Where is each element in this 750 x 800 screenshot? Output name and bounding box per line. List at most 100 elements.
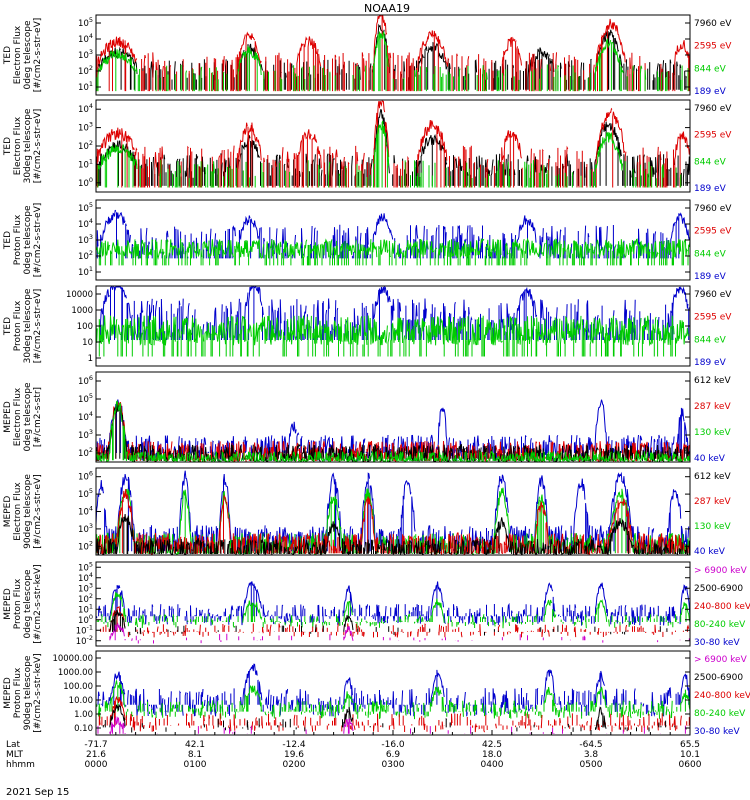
legend-entry: 240-800 keV <box>694 691 750 701</box>
y-axis-label-line: 0deg telescope <box>23 205 33 275</box>
series-trace-ted-proton-0-1 <box>95 237 691 266</box>
y-tick-label: 103 <box>78 522 93 535</box>
legend-entry: 80-240 keV <box>694 620 746 630</box>
y-axis-label-line: Electron Flux <box>13 482 23 541</box>
y-tick-label: 102 <box>78 139 93 152</box>
y-axis-label-line: MEPED <box>3 677 13 709</box>
y-tick-label: 10000.00 <box>52 654 93 664</box>
panel-ted-proton-30: 1 10 100 1000 10000 TED Proton Flux 30deg teles… <box>3 285 732 368</box>
x-row-label-lat: Lat <box>6 740 21 750</box>
x-row-value: -64.5 <box>579 740 602 750</box>
series-trace-meped-proton-0-1 <box>95 592 691 629</box>
y-axis-label-line: 30deg telescope <box>23 108 33 183</box>
x-row-value: 0000 <box>85 760 108 770</box>
y-tick-label: 1 <box>88 354 93 364</box>
y-axis-label-line: MEPED <box>3 588 13 620</box>
legend-entry: 7960 eV <box>694 104 732 114</box>
y-tick-label: 101 <box>78 602 93 615</box>
figure-title: NOAA19 <box>364 2 410 15</box>
x-row-value: 10.1 <box>680 750 700 760</box>
panel-ted-electron-0: 101 102 103 104 105 TED Electron Flux 0deg tele… <box>3 14 732 97</box>
y-tick-label: 102 <box>78 446 93 459</box>
y-tick-label: 1.00 <box>74 710 93 720</box>
x-axis-rows: Lat -71.7 42.1 -12.4 -16.0 42.5 -64.5 65.5 MLT 21… <box>6 730 702 770</box>
x-row-value: 65.5 <box>680 740 700 750</box>
y-tick-label: 104 <box>78 217 93 230</box>
y-tick-label: 1000.00 <box>58 668 93 678</box>
y-axis-label-line: [#/cm2-s-str] <box>33 387 43 447</box>
y-tick-label: 104 <box>78 32 93 45</box>
y-tick-label: 103 <box>78 48 93 61</box>
y-tick-label: 100 <box>78 176 93 189</box>
y-axis-label-line: 30deg telescope <box>23 288 33 363</box>
x-row-value: 8.1 <box>188 750 202 760</box>
panel-meped-proton-90: 0.10 1.00 10.00 100.00 1000.00 10000.00 MEPED P… <box>3 650 750 737</box>
legend-entry: 2500-6900 <box>694 673 743 683</box>
x-row-label-mlt: MLT <box>6 750 24 760</box>
x-row-value: 0400 <box>481 760 504 770</box>
y-tick-label: 106 <box>78 470 93 483</box>
y-tick-label: 101 <box>78 265 93 278</box>
series-trace-meped-proton-0-4 <box>109 622 690 644</box>
y-axis-label-line: MEPED <box>3 496 13 528</box>
y-axis-label-line: 0deg telescope <box>23 20 33 90</box>
y-axis-label-line: Proton Flux <box>13 667 23 718</box>
y-tick-label: 0.10 <box>74 724 93 734</box>
legend-entry: 189 eV <box>694 87 727 97</box>
y-tick-label: 103 <box>78 121 93 134</box>
y-tick-label: 10-1 <box>76 623 93 636</box>
legend-entry: 189 eV <box>694 272 727 282</box>
x-row-value: 21.6 <box>86 750 106 760</box>
y-tick-label: 100.00 <box>63 682 93 692</box>
y-axis-label-line: [#/cm2-s-str-eV] <box>33 109 43 184</box>
y-axis-label-line: [#/cm2-s-str-eV] <box>33 18 43 93</box>
y-axis-label-line: [#/cm2-s-str-eV] <box>33 289 43 364</box>
y-axis-label-line: TED <box>3 231 13 250</box>
legend-entry: 2500-6900 <box>694 584 743 594</box>
legend-entry: 130 keV <box>694 428 731 438</box>
y-axis-label-line: Proton Flux <box>13 578 23 629</box>
series-trace-meped-electron-90-3 <box>95 513 691 556</box>
legend-entry: 844 eV <box>694 335 727 345</box>
x-row-value: -71.7 <box>84 740 107 750</box>
legend-entry: > 6900 keV <box>694 566 748 576</box>
legend-entry: 612 keV <box>694 376 731 386</box>
legend-entry: 844 eV <box>694 64 727 74</box>
y-axis-label-line: [#/cm2-s-str-keV] <box>33 653 43 732</box>
y-axis-label-line: Electron Flux <box>13 387 23 446</box>
y-axis-label-line: 90deg telescope <box>23 655 33 730</box>
y-tick-label: 10.00 <box>69 696 93 706</box>
y-tick-label: 104 <box>78 505 93 518</box>
legend-entry: 287 keV <box>694 402 731 412</box>
legend-entry: > 6900 keV <box>694 655 748 665</box>
x-row-value: 0500 <box>580 760 603 770</box>
y-tick-label: 101 <box>78 157 93 170</box>
y-tick-label: 100 <box>77 322 93 332</box>
legend-entry: 130 keV <box>694 522 731 532</box>
x-row-value: 3.8 <box>584 750 599 760</box>
panel-ted-electron-30: 100 101 102 103 104 TED Electron Flux 30deg tel… <box>3 99 732 194</box>
y-tick-label: 10 <box>82 338 93 348</box>
date-label: 2021 Sep 15 <box>6 787 69 798</box>
legend-entry: 240-800 keV <box>694 602 750 612</box>
series-trace-ted-electron-30-0 <box>96 108 691 186</box>
x-row-value: 0600 <box>679 760 702 770</box>
legend-entry: 7960 eV <box>694 19 732 29</box>
legend-entry: 189 eV <box>694 358 727 368</box>
y-tick-label: 104 <box>78 102 93 115</box>
legend-entry: 2595 eV <box>694 131 732 141</box>
legend-entry: 2595 eV <box>694 313 732 323</box>
y-axis-label-line: Proton Flux <box>13 300 23 351</box>
y-axis-label-line: [#/cm2-s-str-eV] <box>33 203 43 278</box>
y-tick-label: 103 <box>78 428 93 441</box>
y-axis-label-line: [#/cm2-s-str-eV] <box>33 474 43 549</box>
y-axis-label-line: TED <box>3 317 13 336</box>
y-axis-label-line: TED <box>3 137 13 156</box>
x-row-value: 0200 <box>283 760 306 770</box>
x-row-value: -12.4 <box>282 740 306 750</box>
series-trace-meped-proton-0-0 <box>96 581 691 628</box>
y-tick-label: 105 <box>78 392 93 405</box>
legend-entry: 80-240 keV <box>694 709 746 719</box>
series-trace-ted-electron-30-2 <box>97 120 682 188</box>
